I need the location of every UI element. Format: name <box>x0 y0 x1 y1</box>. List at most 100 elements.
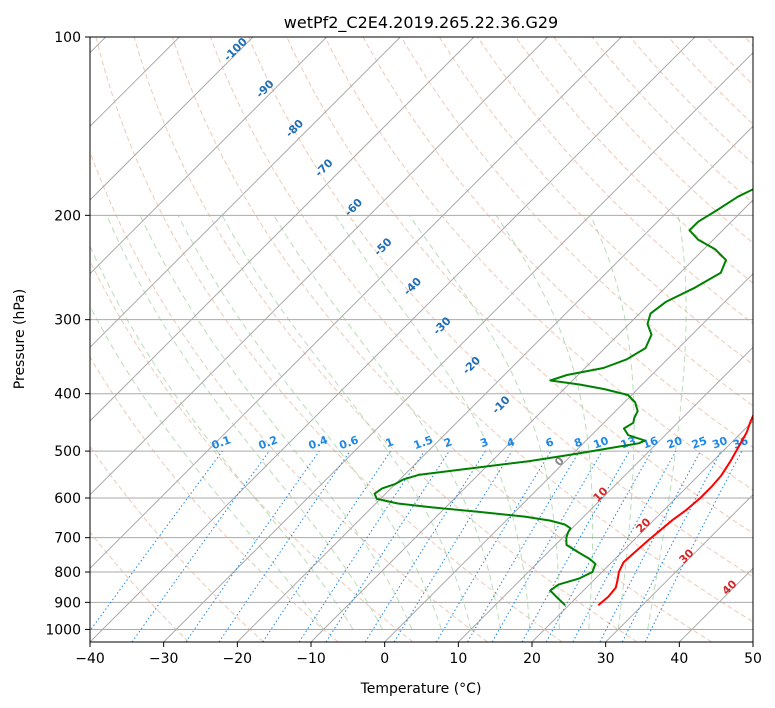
dry-adiabat <box>95 37 563 642</box>
isotherm-line <box>90 37 622 570</box>
dry-adiabat <box>553 37 753 244</box>
dry-adiabat <box>90 356 339 642</box>
chart-title: wetPf2_C2E4.2019.265.22.36.G29 <box>284 13 558 33</box>
y-tick-label: 400 <box>54 387 81 403</box>
moist-adiabat <box>90 305 325 630</box>
isotherm-line <box>90 37 401 349</box>
dry-adiabat <box>400 37 753 407</box>
mixing-ratio-line <box>599 450 701 642</box>
x-tick-label: 20 <box>523 651 541 667</box>
isotherm-line <box>236 125 753 642</box>
isotherm-label: -90 <box>253 77 276 100</box>
isotherm-line <box>457 346 753 642</box>
mixing-ratio-line <box>262 450 392 642</box>
temperature-line <box>597 413 753 606</box>
x-tick-label: 40 <box>670 651 688 667</box>
mixing-ratio-label: 4 <box>505 435 517 450</box>
dry-adiabat <box>90 445 264 642</box>
x-tick-label: −10 <box>296 651 326 667</box>
dry-adiabat <box>90 259 414 642</box>
mixing-ratio-line <box>325 450 450 642</box>
isotherm-line <box>310 199 753 642</box>
isotherm-label: -100 <box>221 35 250 64</box>
mixing-ratio-label: 13 <box>619 434 638 451</box>
mixing-ratio-line <box>435 450 552 642</box>
dry-adiabat <box>171 37 712 642</box>
moist-adiabat <box>334 215 531 630</box>
x-tick-label: −40 <box>75 651 105 667</box>
moist-adiabat <box>221 215 472 630</box>
dewpoint-line <box>373 188 753 606</box>
mixing-ratio-label: 20 <box>665 434 684 452</box>
isotherm-line <box>531 420 753 642</box>
dry-adiabat <box>133 37 638 642</box>
isotherm-line <box>605 493 753 642</box>
y-tick-label: 600 <box>54 491 81 507</box>
dry-adiabat <box>477 37 753 325</box>
x-axis-label: Temperature (°C) <box>360 681 482 697</box>
isotherm-line <box>90 37 549 496</box>
mixing-ratio-label: 6 <box>544 435 556 450</box>
mixing-ratio-label: 0.1 <box>210 433 233 452</box>
isotherm-line <box>90 37 475 422</box>
dry-adiabat <box>90 531 190 642</box>
y-tick-label: 900 <box>54 595 81 611</box>
isotherm-label: -70 <box>312 156 335 179</box>
y-axis-label: Pressure (hPa) <box>12 289 28 389</box>
isotherm-line <box>384 272 753 642</box>
mixing-ratio-label: 10 <box>592 434 611 452</box>
x-tick-label: 50 <box>744 651 762 667</box>
mixing-ratio-line <box>90 450 223 632</box>
isotherm-label: -30 <box>430 314 453 337</box>
isotherm-line <box>678 567 753 642</box>
mixing-ratio-line <box>644 450 743 642</box>
y-tick-label: 1000 <box>45 622 81 638</box>
y-tick-label: 800 <box>54 565 81 581</box>
mixing-ratio-label: 0.4 <box>307 433 330 452</box>
mixing-ratio-label: 8 <box>572 435 584 450</box>
mixing-ratio-line <box>545 450 653 642</box>
dry-adiabat <box>90 150 488 642</box>
isotherm-label: -80 <box>283 117 306 140</box>
y-tick-label: 500 <box>54 444 81 460</box>
x-tick-label: 10 <box>449 651 467 667</box>
dry-adiabat <box>706 37 753 86</box>
isotherm-line <box>90 37 696 642</box>
mixing-ratio-line <box>393 450 513 642</box>
moist-adiabat <box>408 215 560 630</box>
dry-adiabat <box>362 37 753 449</box>
mixing-ratio-line <box>218 450 351 642</box>
isotherm-line <box>90 37 254 201</box>
mixing-ratio-label: 1 <box>384 435 396 450</box>
mixing-ratio-label: 0.2 <box>257 433 280 452</box>
mixing-ratio-label: 1.5 <box>412 433 435 452</box>
x-tick-label: −30 <box>149 651 179 667</box>
x-tick-label: 30 <box>597 651 615 667</box>
isotherm-label: 20 <box>634 515 654 535</box>
mixing-ratio-line <box>131 450 270 642</box>
mixing-ratio-line <box>298 450 425 642</box>
dry-adiabat <box>744 37 753 47</box>
mixing-ratio-line <box>521 450 630 642</box>
isotherm-label: 30 <box>677 546 697 566</box>
moist-adiabat <box>106 215 383 630</box>
dry-adiabat <box>210 37 753 623</box>
y-tick-label: 300 <box>54 313 81 329</box>
dry-adiabat <box>438 37 753 366</box>
y-tick-label: 100 <box>54 30 81 46</box>
moist-adiabat <box>139 215 413 630</box>
dry-adiabat <box>248 37 753 578</box>
mixing-ratio-label: 2 <box>442 435 454 450</box>
isotherm-line <box>90 37 328 275</box>
isotherm-label: 40 <box>720 577 740 597</box>
isotherm-label: -10 <box>489 393 512 416</box>
mixing-ratio-line <box>572 450 677 642</box>
dry-adiabat <box>515 37 753 284</box>
isotherm-line <box>163 51 753 642</box>
y-tick-label: 200 <box>54 208 81 224</box>
y-tick-label: 700 <box>54 531 81 547</box>
mixing-ratio-label: 0.6 <box>338 433 361 452</box>
mixing-ratio-line <box>467 450 580 642</box>
isotherm-line <box>752 641 753 642</box>
